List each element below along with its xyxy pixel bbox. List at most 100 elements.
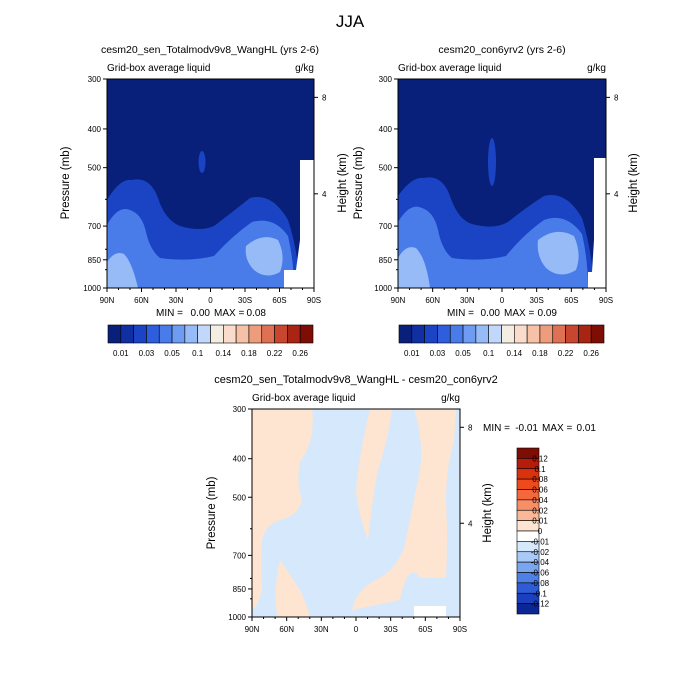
panel-con-plot [397,78,607,289]
x-tick-label: 60S [272,296,286,305]
panel-diff: cesm20_sen_Totalmodv9v8_WangHL - cesm20_… [206,374,596,634]
panel-sen-min-label: MIN = [156,308,183,319]
colorbar-label: 0.05 [455,349,471,358]
y-tick-label: 500 [233,493,247,502]
colorbar-label: 0.22 [558,349,574,358]
panel-sen-axes: 300 400 500 700 850 1000 90N 60N 30N 0 30S 60S 90S 8 4 [83,75,327,305]
x-tick-label: 30N [314,625,329,634]
colorbar-label: 0.01 [404,349,420,358]
diff-positive-south [352,409,456,610]
colorbar-swatch [398,324,413,344]
x-tick-label: 90N [391,296,406,305]
panel-diff-max-label: MAX = [542,423,572,434]
colorbar-label: -0.1 [533,589,547,598]
y-tick-label: 1000 [83,284,101,293]
contour-light-blue-south [537,231,579,275]
colorbar-label: 0.04 [532,496,548,505]
panel-con-colorbar: 0.01 0.03 0.05 0.1 0.14 0.18 0.22 0.26 [398,324,605,358]
colorbar-label: 0.01 [532,517,548,526]
x-tick-label: 60N [279,625,294,634]
panel-sen-colorbar: 0.01 0.03 0.05 0.1 0.14 0.18 0.22 0.26 [107,324,314,358]
y-tick-label: 700 [88,222,102,231]
colorbar-label: 0.08 [532,475,548,484]
panel-diff-title: cesm20_sen_Totalmodv9v8_WangHL - cesm20_… [214,374,498,386]
panel-sen-title: cesm20_sen_Totalmodv9v8_WangHL (yrs 2-6) [101,44,319,56]
colorbar-swatch [235,324,250,344]
colorbar-label: 0.12 [532,454,548,463]
y-right-tick-label: 8 [322,93,327,102]
contour-light-blue [398,247,430,288]
y-right-tick-label: 8 [468,423,473,432]
x-tick-label: 60N [134,296,149,305]
panel-diff-ylabel: Pressure (mb) [206,476,218,549]
colorbar-swatch [526,324,541,344]
colorbar-swatch [133,324,147,344]
x-tick-label: 0 [354,625,359,634]
y-tick-label: 300 [233,405,247,414]
colorbar-label: -0.04 [531,558,550,567]
panel-con-axes: 300 400 500 700 850 1000 90N 60N 30N 0 30S 60S 90S 8 4 [374,75,619,305]
colorbar-label: 0.18 [532,349,548,358]
missing-data-region [588,158,606,288]
diff-positive-tropics-upper [356,409,392,540]
y-tick-label: 700 [379,222,393,231]
missing-data-region [414,606,446,617]
contour-light-blue [107,253,138,288]
panel-con-min-value: 0.00 [481,308,501,319]
colorbar-label: 0.1 [192,349,204,358]
y-tick-label: 850 [379,256,393,265]
colorbar-swatch [274,324,288,344]
panel-sen-ylabel-right: Height (km) [337,153,349,213]
panel-diff-max-value: 0.01 [577,423,597,434]
y-tick-label: 400 [233,455,247,464]
y-tick-label: 700 [233,551,247,560]
panel-sen-subtitle-left: Grid-box average liquid [107,63,210,74]
colorbar-swatch [488,324,502,344]
colorbar-label: 0.22 [267,349,283,358]
colorbar-swatch [248,324,263,344]
panel-sen: cesm20_sen_Totalmodv9v8_WangHL (yrs 2-6)… [60,44,349,358]
y-tick-label: 500 [379,164,393,173]
panel-sen-max-value: 0.08 [247,308,267,319]
colorbar-swatch [210,324,224,344]
colorbar-label: -0.12 [531,600,550,609]
x-tick-label: 30S [530,296,544,305]
colorbar-label: -0.08 [531,579,550,588]
colorbar-swatch [299,324,314,344]
x-tick-label: 30N [460,296,475,305]
x-tick-label: 30S [384,625,398,634]
panel-sen-min-value: 0.00 [191,308,211,319]
x-tick-label: 0 [208,296,213,305]
panel-con-ylabel-right: Height (km) [628,153,640,213]
colorbar-swatch [171,324,186,344]
colorbar-swatch [120,324,134,344]
colorbar-label: 0 [538,527,543,536]
colorbar-swatch [516,603,540,615]
colorbar-swatch [437,324,451,344]
y-tick-label: 300 [379,75,393,84]
missing-data-region [284,160,314,288]
panel-sen-max-label: MAX = [214,308,244,319]
colorbar-label: 0.18 [241,349,257,358]
colorbar-label: -0.02 [531,548,550,557]
x-tick-label: 90S [599,296,613,305]
panel-con-title: cesm20_con6yrv2 (yrs 2-6) [438,44,565,56]
colorbar-swatch [223,324,237,344]
x-tick-label: 90N [245,625,260,634]
panel-con-min-label: MIN = [447,308,474,319]
x-tick-label: 90S [453,625,467,634]
panel-sen-subtitle-right: g/kg [295,63,314,74]
colorbar-label: 0.14 [216,349,232,358]
y-tick-label: 1000 [374,284,392,293]
colorbar-swatch [261,324,275,344]
contour-mid-blue [398,206,588,288]
colorbar-swatch [107,324,122,344]
panel-con-subtitle-left: Grid-box average liquid [398,63,501,74]
colorbar-label: 0.26 [583,349,599,358]
contour-mid-blue [107,209,294,288]
colorbar-label: 0.03 [139,349,155,358]
colorbar-swatch [578,324,592,344]
colorbar-label: -0.01 [531,537,550,546]
colorbar-swatch [514,324,528,344]
